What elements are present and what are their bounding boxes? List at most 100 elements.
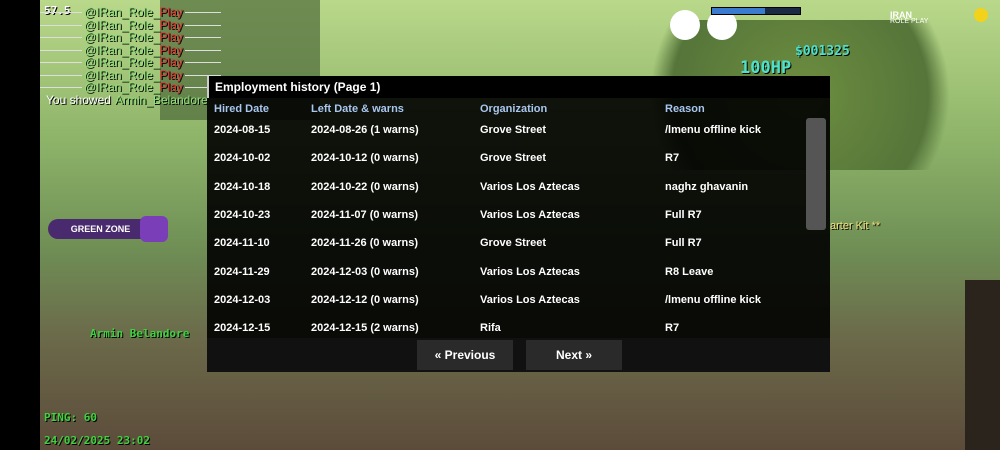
ping: PING: 60 — [44, 411, 97, 424]
left-bar — [0, 0, 40, 450]
cell: 2024-12-03 (0 warns) — [311, 265, 419, 278]
chat-line: You showed Armin_Belandore — [46, 93, 208, 107]
cell: 2024-11-29 — [214, 265, 270, 278]
list-row[interactable]: 2024-12-15 2024-12-15 (2 warns) Rifa R7 — [207, 314, 805, 342]
chat-dash — [40, 24, 82, 26]
armor-bar — [711, 7, 801, 15]
cell: Rifa — [480, 322, 501, 335]
list-row[interactable]: 2024-08-15 2024-08-26 (1 warns) Grove Stre… — [207, 116, 805, 144]
chat-line: @IRan_Role_Play — [40, 5, 221, 19]
cell: Varios Los Aztecas — [480, 265, 580, 278]
cell: 2024-11-07 (0 warns) — [311, 208, 419, 221]
list-row[interactable]: 2024-12-03 2024-12-12 (0 warns) Varios Los… — [207, 286, 805, 314]
chat-tag: Play — [159, 30, 183, 44]
lamp — [670, 10, 700, 40]
button-bar — [207, 338, 830, 372]
cell: 2024-12-15 (2 warns) — [311, 322, 419, 335]
list-row[interactable]: 2024-10-02 2024-10-12 (0 warns) Grove Stre… — [207, 144, 805, 172]
pickup-label: arter Kit ** — [830, 220, 881, 232]
chat-dash — [40, 37, 82, 39]
dialog: Employment history (Page 1) Hired Date Le… — [207, 76, 830, 372]
chat-tag: Play — [159, 5, 183, 19]
chat-tag: Play — [159, 42, 183, 57]
cell: Grove Street — [480, 124, 547, 136]
dialog-title: Employment history (Page 1) — [207, 76, 830, 98]
chat-dash — [184, 12, 221, 14]
list-row[interactable]: 2024-11-10 2024-11-26 (0 warns) Grove Stre… — [207, 229, 805, 257]
chat-dash — [40, 49, 82, 51]
cell: Grove Street — [480, 237, 547, 250]
cell: 2024-12-03 — [214, 293, 271, 306]
cell: Full R7 — [665, 208, 702, 221]
column-header: Hired Date — [214, 103, 270, 115]
list-row[interactable]: 2024-10-18 2024-10-22 (0 warns) Varios Los… — [207, 173, 805, 201]
logo-top: IRAN — [890, 10, 912, 20]
chat-name: @IRan_Role_ — [84, 30, 160, 44]
column-header: Organization — [480, 103, 548, 115]
chat-text: You showed — [46, 92, 111, 107]
cell: /lmenu offline kick — [665, 124, 761, 136]
chat-dash — [40, 74, 82, 76]
logo-bottom: ROLE PLAY — [890, 18, 929, 25]
cell: 2024-10-02 — [214, 152, 271, 165]
cell: 2024-12-12 (0 warns) — [311, 293, 419, 306]
chat-dash — [40, 12, 82, 14]
cell: 2024-10-12 (0 warns) — [311, 152, 419, 165]
list-row[interactable]: 2024-10-23 2024-11-07 (0 warns) Varios Los… — [207, 201, 805, 229]
money: $001325 — [795, 44, 850, 59]
chat-name: @IRan_Role_ — [84, 80, 160, 94]
dialog-button[interactable]: Next » — [526, 340, 622, 370]
chat-tag: Play — [159, 80, 183, 94]
cell: Varios Los Aztecas — [480, 180, 580, 193]
cell: R7 — [665, 152, 680, 165]
fps: 57.5 — [44, 4, 71, 17]
chat-name: @IRan_Role_ — [84, 42, 160, 57]
icon — [974, 8, 988, 22]
cell: R8 Leave — [665, 265, 714, 278]
chat-line: @IRan_Role_Play — [40, 80, 221, 94]
cell: 2024-10-23 — [214, 208, 271, 221]
chat-tag: Play — [159, 67, 183, 82]
cell: 2024-11-10 — [214, 237, 270, 250]
cell: 2024-12-15 — [214, 322, 271, 335]
cell: Full R7 — [665, 237, 702, 250]
cell: 2024-10-22 (0 warns) — [311, 180, 419, 193]
player-name: Armin Belandore — [90, 327, 190, 340]
chat-tag: Play — [159, 55, 183, 69]
chat-tag: Play — [159, 17, 183, 32]
column-header: Left Date & warns — [311, 103, 404, 115]
cell: /lmenu offline kick — [665, 293, 761, 306]
chat-dash — [40, 87, 82, 89]
chat-dash — [184, 24, 221, 26]
cell: 2024-08-15 — [214, 124, 271, 136]
list-row[interactable]: 2024-11-29 2024-12-03 (0 warns) Varios Los… — [207, 258, 805, 286]
cell: Grove Street — [480, 152, 547, 165]
cell: naghz ghavanin — [665, 180, 749, 193]
chat-dash — [184, 37, 221, 39]
chat-name: @IRan_Role_ — [84, 5, 160, 19]
column-header: Reason — [665, 103, 705, 115]
cell: Varios Los Aztecas — [480, 293, 580, 306]
chat-line: @IRan_Role_Play — [40, 55, 221, 69]
chat-name: Armin_Belandore — [114, 92, 208, 107]
tree-trunk — [965, 280, 1000, 450]
chat-dash — [184, 62, 221, 64]
chat-name: @IRan_Role_ — [84, 17, 160, 32]
chat-dash — [184, 74, 221, 76]
chat-name: @IRan_Role_ — [84, 55, 160, 69]
chat-line: @IRan_Role_Play — [40, 18, 221, 32]
datetime: 24/02/2025 23:02 — [44, 434, 150, 447]
chat-name: @IRan_Role_ — [84, 67, 160, 82]
zone-badge: GREEN ZONE — [48, 219, 153, 239]
dialog-button[interactable]: « Previous — [417, 340, 513, 370]
cell: Varios Los Aztecas — [480, 208, 580, 221]
zone-icon — [140, 216, 168, 242]
cell: 2024-11-26 (0 warns) — [311, 237, 419, 250]
health: 100HP — [740, 58, 792, 78]
chat-line: @IRan_Role_Play — [40, 30, 221, 44]
chat-line: @IRan_Role_Play — [40, 43, 221, 57]
lamp — [707, 10, 737, 40]
scrollbar[interactable] — [806, 118, 826, 230]
cell: R7 — [665, 322, 680, 335]
